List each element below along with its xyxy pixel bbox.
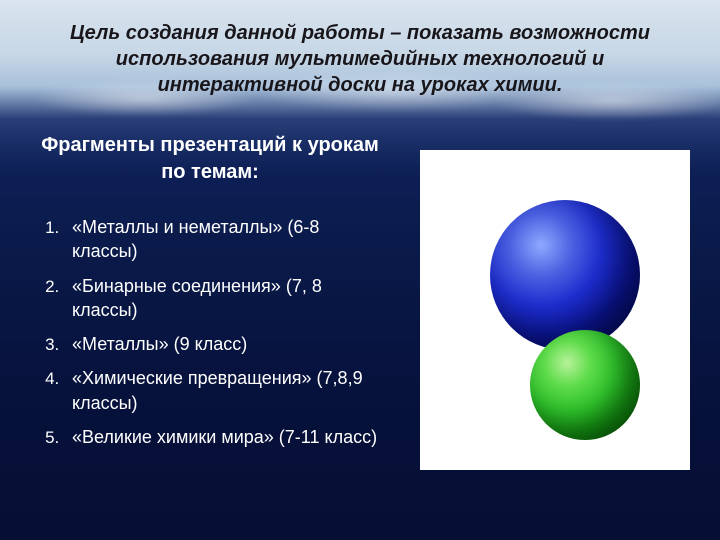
molecule-graphic: [420, 150, 690, 470]
list-item: «Бинарные соединения» (7, 8 классы): [64, 274, 380, 323]
sphere-green-icon: [530, 330, 640, 440]
list-item: «Металлы и неметаллы» (6-8 классы): [64, 215, 380, 264]
molecule-panel: [420, 150, 690, 470]
list-item: «Металлы» (9 класс): [64, 332, 380, 356]
list-item: «Химические превращения» (7,8,9 классы): [64, 366, 380, 415]
list-item: «Великие химики мира» (7-11 класс): [64, 425, 380, 449]
slide-title: Цель создания данной работы – показать в…: [38, 20, 682, 98]
slide-subtitle: Фрагменты презентаций к урокам по темам:: [40, 132, 380, 186]
slide: Цель создания данной работы – показать в…: [0, 0, 720, 540]
topics-list: «Металлы и неметаллы» (6-8 классы) «Бина…: [40, 215, 380, 459]
sphere-blue-icon: [490, 200, 640, 350]
